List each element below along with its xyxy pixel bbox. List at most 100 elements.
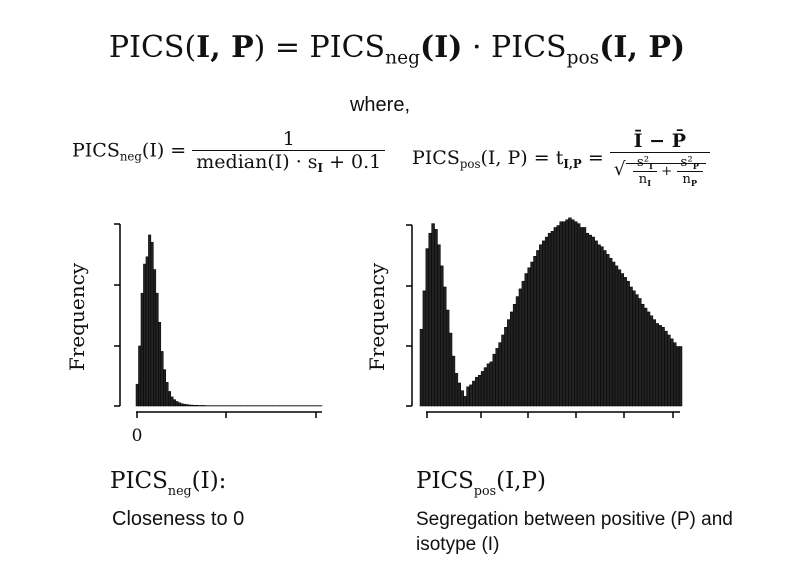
neg-denominator-tail: + 0.1 xyxy=(323,151,382,173)
histogram-bar xyxy=(649,315,654,407)
n-p-sub: P xyxy=(690,177,698,188)
var-p-fraction: s²P nP xyxy=(676,155,703,188)
histogram-bar xyxy=(608,257,613,407)
main-lhs: PICS( xyxy=(108,30,197,65)
histogram-bar xyxy=(536,250,540,407)
histogram-bar xyxy=(466,386,470,407)
histogram-bar xyxy=(585,232,590,407)
histogram-bar xyxy=(469,384,473,407)
main-neg-sub: neg xyxy=(385,47,420,69)
histogram-bar xyxy=(579,227,584,407)
histogram-bar xyxy=(170,396,174,407)
var-p: s² xyxy=(680,155,693,170)
histogram-bar xyxy=(512,303,517,407)
pos-numerator: Ī − P̄ xyxy=(609,130,710,153)
histogram-bar xyxy=(192,405,196,407)
pos-formula-name: PICS xyxy=(412,146,460,169)
histogram-bar xyxy=(422,290,427,407)
n-i: n xyxy=(638,171,648,187)
histogram-bar xyxy=(675,346,680,407)
neg-denominator-text: median(I) · s xyxy=(196,151,318,173)
pos-t-sub: I,P xyxy=(563,156,582,171)
histogram-bar xyxy=(195,405,199,407)
histogram-bar xyxy=(632,290,636,407)
histogram-bar xyxy=(530,261,534,407)
histogram-bar xyxy=(443,286,447,407)
histogram-bar xyxy=(643,307,648,407)
neg-formula-sub: neg xyxy=(119,149,142,164)
histogram-bar xyxy=(457,382,461,407)
histogram-bar xyxy=(515,296,520,407)
histogram-bar xyxy=(140,292,144,407)
histogram-bar xyxy=(547,232,552,407)
histogram-bar xyxy=(175,401,179,407)
pos-formula-arg: (I, P) = t xyxy=(480,146,564,169)
histogram-bar xyxy=(611,261,616,407)
histogram-bar xyxy=(498,342,502,407)
histogram-bar xyxy=(614,265,619,407)
pos-histogram: Frequency xyxy=(365,217,683,418)
main-args: I, P xyxy=(196,30,254,65)
pos-denominator: √ s²I nI + s²P nP xyxy=(610,153,710,188)
histogram-bar xyxy=(197,405,201,407)
histogram-bar xyxy=(419,328,424,407)
pos-formula-sub: pos xyxy=(459,156,481,171)
histogram-bar xyxy=(477,375,482,407)
histogram-bar xyxy=(472,380,476,407)
pos-fraction: Ī − P̄ √ s²I nI + s²P nP xyxy=(609,130,710,188)
histogram-bar xyxy=(495,348,499,407)
pos-formula: PICSpos(I, P) = tI,P = Ī − P̄ √ s²I nI + … xyxy=(412,130,710,188)
histogram-bar xyxy=(187,404,191,407)
histogram-bar xyxy=(160,351,164,407)
neg-caption-main: PICS xyxy=(110,468,168,494)
histogram-bar xyxy=(190,404,194,407)
histogram-bar xyxy=(440,265,444,407)
histogram-bar xyxy=(155,292,159,407)
histogram-bar xyxy=(448,332,453,407)
histogram-bar xyxy=(638,298,642,407)
histogram-bar xyxy=(667,334,671,407)
histogram-bar xyxy=(626,280,630,407)
y-axis-label: Frequency xyxy=(365,262,389,371)
histogram-bar xyxy=(533,255,537,407)
main-pos-sub: pos xyxy=(566,47,600,69)
histogram-bar xyxy=(437,244,441,407)
histogram-bar xyxy=(576,223,581,407)
histogram-bar xyxy=(568,217,572,407)
histogram-bar xyxy=(167,391,171,407)
histogram-bar xyxy=(559,221,563,407)
histogram-bar xyxy=(180,403,184,407)
pos-caption-desc: Segregation between positive (P) and iso… xyxy=(416,509,733,555)
histogram-bar xyxy=(504,327,508,407)
histogram-bar xyxy=(425,248,429,407)
n-i-sub: I xyxy=(647,177,652,188)
histogram-bar xyxy=(571,219,575,407)
neg-formula: PICSneg(I) = 1 median(I) · sI + 0.1 xyxy=(72,128,386,175)
histogram-bar xyxy=(148,234,152,407)
histogram-bar xyxy=(185,404,189,407)
pos-caption-title: PICSpos(I,P) xyxy=(416,468,546,498)
histogram-bar xyxy=(652,319,657,407)
histogram-bar xyxy=(153,269,157,407)
neg-caption-desc: Closeness to 0 xyxy=(112,508,245,530)
histogram-bar xyxy=(588,234,592,407)
histogram-bar xyxy=(451,355,456,407)
pos-caption-arg: (I,P) xyxy=(496,468,546,494)
histogram-bar xyxy=(202,405,206,407)
neg-caption-title: PICSneg(I): xyxy=(110,468,226,498)
histogram-bar xyxy=(200,405,204,407)
histogram-bar xyxy=(524,273,528,407)
main-pos-arg: (I, P) xyxy=(599,30,686,65)
neg-numerator: 1 xyxy=(192,128,386,151)
histogram-bar xyxy=(646,311,651,407)
histogram-bar xyxy=(574,221,578,407)
main-neg-arg: (I) xyxy=(420,30,463,65)
histogram-bar xyxy=(527,267,531,407)
pos-caption-sub: pos xyxy=(473,482,497,498)
var-p-sub: P xyxy=(692,160,699,171)
histogram-bar xyxy=(617,269,622,407)
histogram-bar xyxy=(489,361,494,407)
var-i-sub: I xyxy=(649,160,653,171)
histogram-bar xyxy=(143,263,147,407)
histogram-bar xyxy=(553,227,558,407)
